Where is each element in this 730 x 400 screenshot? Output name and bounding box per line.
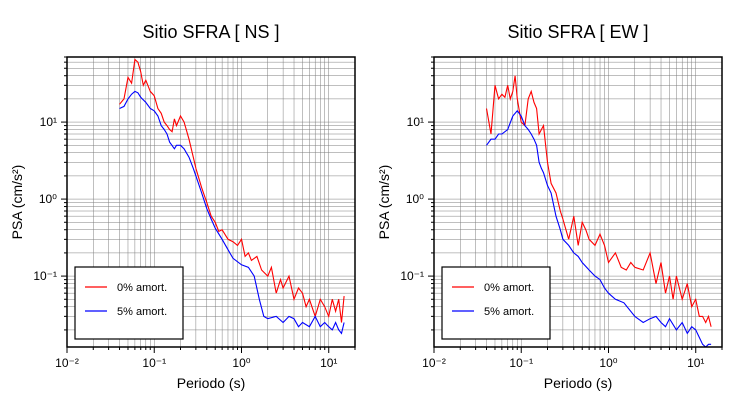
panel-1-xtick-label: 10⁻¹: [142, 356, 166, 370]
panel-2-xtick-label: 10⁻¹: [509, 356, 533, 370]
panel-1-ytick-label: 10⁻¹: [33, 269, 57, 283]
panel-1-ytick-label: 10⁰: [39, 192, 57, 206]
panel-1-series-1-line: [119, 58, 345, 323]
panel-2-title: Sitio SFRA [ EW ]: [507, 22, 648, 42]
panel-2-legend-label-2: 5% amort.: [484, 306, 534, 318]
panel-1-xlabel: Periodo (s): [177, 375, 245, 391]
panel-1-legend-label-2: 5% amort.: [117, 306, 167, 318]
panel-1-legend: 0% amort. 5% amort.: [74, 266, 184, 340]
panel-2-ytick-label: 10⁻¹: [400, 269, 424, 283]
panel-2-frame: [433, 56, 723, 348]
panel-1-ylabel: PSA (cm/s²): [9, 165, 25, 240]
panel-2-xtick-label: 10⁰: [599, 356, 617, 370]
panel-2-ytick-label: 10⁰: [406, 192, 424, 206]
panel-2-xtick-label: 10¹: [687, 356, 704, 370]
panel-2-ytick-label: 10¹: [407, 115, 424, 129]
panel-1-ytick-label: 10¹: [40, 115, 57, 129]
panel-2-series-2-line: [486, 109, 712, 347]
panel-2-legend: 0% amort. 5% amort.: [441, 266, 551, 340]
panel-1-title: Sitio SFRA [ NS ]: [142, 22, 279, 42]
panel-1-xtick-label: 10⁰: [232, 356, 250, 370]
panel-2-ylabel: PSA (cm/s²): [376, 165, 392, 240]
panel-2-series-1-line: [485, 75, 712, 327]
panel-2-legend-label-1: 0% amort.: [484, 282, 534, 294]
panel-1-legend-label-1: 0% amort.: [117, 282, 167, 294]
panel-1-frame: [66, 56, 356, 348]
panel-2: Sitio SFRA [ EW ] 10⁻² 10⁻¹ 10⁰ 10¹ 10⁻¹ 10⁰ 10…: [376, 22, 723, 391]
panel-1: Sitio SFRA [ NS ] 10⁻² 10⁻¹ 10⁰ 10¹ 10⁻¹ 10⁰ 10…: [9, 22, 356, 391]
panel-1-xtick-label: 10⁻²: [55, 356, 79, 370]
panel-1-legend-box: [74, 266, 184, 340]
panel-2-xtick-label: 10⁻²: [422, 356, 446, 370]
panel-1-series-2-line: [119, 90, 345, 335]
panel-2-legend-box: [441, 266, 551, 340]
panel-2-xlabel: Periodo (s): [544, 375, 612, 391]
panel-1-xtick-label: 10¹: [320, 356, 337, 370]
